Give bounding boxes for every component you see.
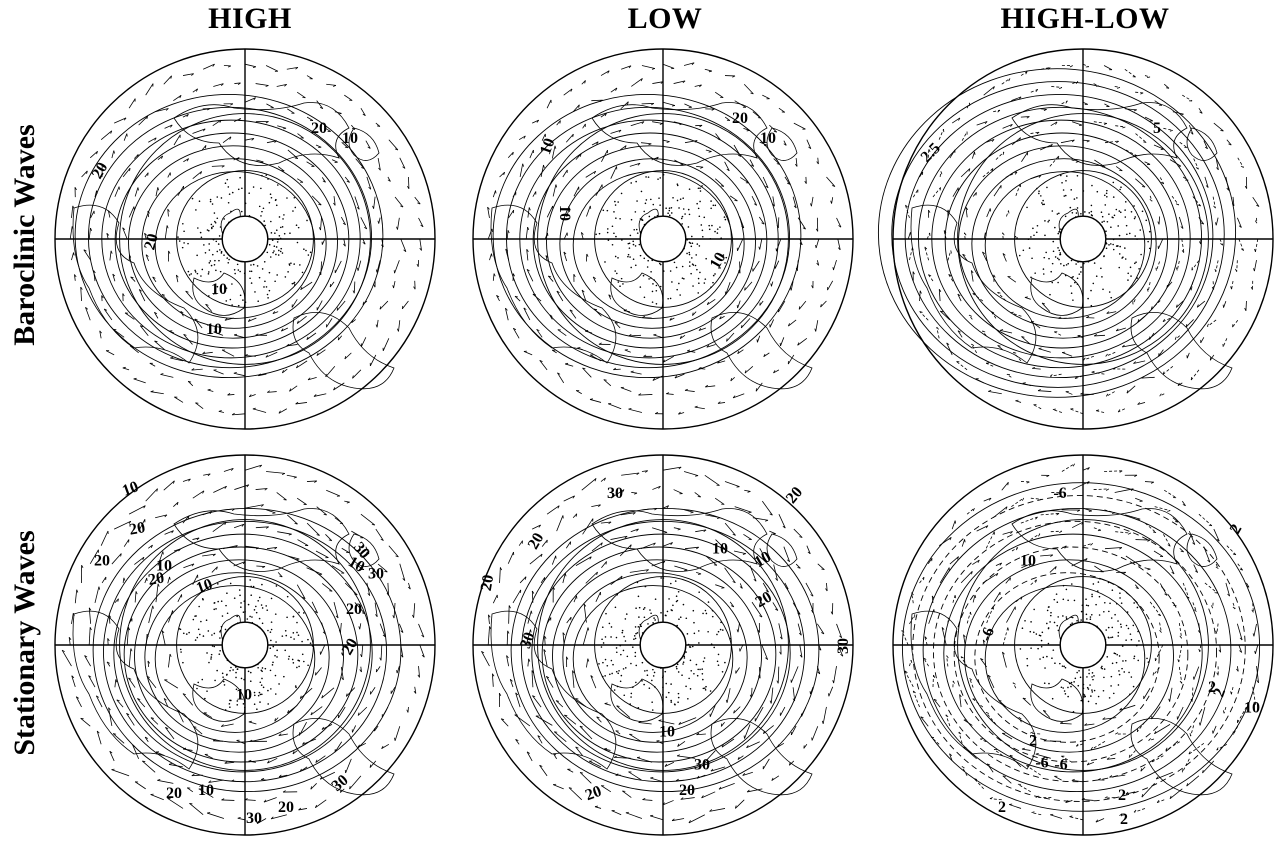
contour-label: 10 (194, 576, 215, 597)
contour-label: 20 (525, 530, 548, 552)
contour-label: 20 (339, 636, 362, 658)
contour-label: 10 (206, 321, 222, 338)
contour-label: 20 (311, 120, 327, 137)
contour-label: 10 (1020, 553, 1036, 570)
contour-label: -6 (1054, 757, 1067, 774)
map-panel-baroclinic-high-low: 2.55 (877, 48, 1274, 430)
contour-label: 10 (342, 130, 358, 147)
column-title-high: HIGH (208, 2, 292, 35)
contour-label: -6 (1035, 755, 1048, 772)
contour-label: 30 (607, 485, 623, 502)
contour-label: 30 (835, 638, 852, 654)
contour-label: 10 (156, 558, 172, 575)
contour-label: 20 (147, 569, 166, 589)
contour-label: 10 (345, 553, 367, 576)
contour-label: 20 (166, 785, 182, 802)
contour-label: 2 (998, 799, 1006, 816)
contour-label: 10 (198, 782, 214, 799)
row-title-stationary: Stationary Waves (8, 530, 41, 756)
contour-label: 30 (694, 757, 710, 774)
contour-label: 10 (659, 723, 675, 740)
contour-label: 10 (236, 686, 252, 703)
contour-label: 30 (246, 810, 262, 827)
contour-label: 2 (1208, 679, 1216, 696)
contour-label: 10 (211, 281, 227, 298)
contour-label: 20 (141, 232, 162, 252)
row-title-baroclinic: Baroclinic Waves (8, 124, 41, 346)
contour-label: 2 (1120, 811, 1128, 828)
contour-label: 2 (1118, 787, 1126, 804)
contour-label: 30 (517, 630, 538, 651)
map-panel-baroclinic-high: 20 10 20 20 10 10 (54, 48, 436, 430)
contour-label: 5 (1153, 120, 1161, 137)
contour-label: 10 (760, 130, 776, 147)
contour-label: 20 (89, 160, 112, 182)
contour-label: 20 (753, 589, 775, 612)
contour-label: 20 (128, 519, 147, 539)
contour-label: 10 (537, 136, 558, 157)
column-title-high-low: HIGH-LOW (1000, 2, 1170, 35)
contour-label: 10 (752, 548, 774, 571)
contour-label: 2 (1029, 733, 1037, 750)
contour-label: 20 (583, 783, 604, 804)
contour-label: 20 (346, 601, 362, 618)
contour-label: -6 (978, 625, 999, 643)
map-panel-baroclinic-low: 20 10 10 10 10 (472, 48, 854, 430)
contour-label: 20 (94, 553, 110, 570)
contour-label: 10 (712, 541, 728, 558)
contour-label: 20 (679, 782, 695, 799)
contour-label: 10 (707, 250, 730, 272)
contour-label: 10 (120, 478, 141, 499)
contour-label: 20 (732, 110, 748, 127)
contour-label: 20 (478, 574, 498, 593)
contour-label: 30 (368, 566, 384, 583)
contour-label: 20 (278, 799, 294, 816)
column-title-low: LOW (627, 2, 703, 35)
contour-label: -6 (1053, 485, 1066, 502)
contour-label: 10 (556, 205, 573, 221)
contour-label: 10 (1244, 699, 1260, 716)
